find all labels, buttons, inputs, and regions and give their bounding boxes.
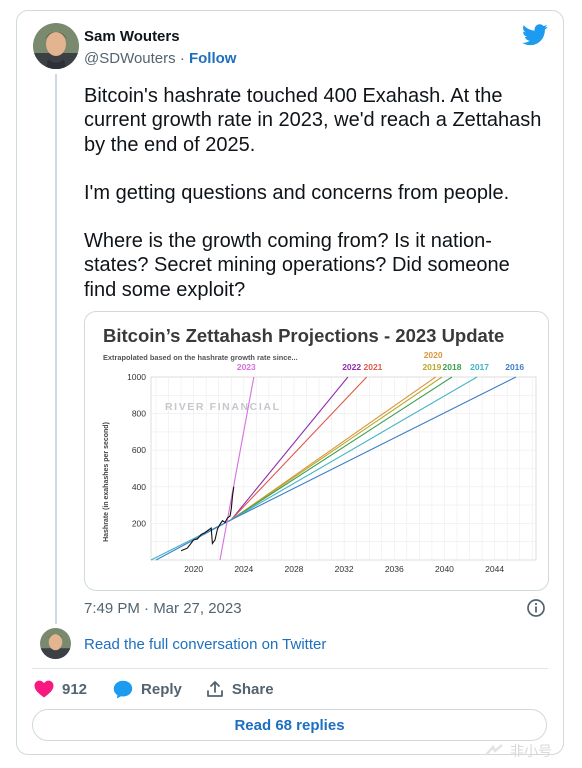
author-name[interactable]: Sam Wouters [84, 28, 180, 45]
y-tick-label: 400 [132, 482, 146, 492]
thread-line [55, 74, 57, 624]
tweet-card [16, 10, 564, 755]
tweet-text: Bitcoin's hashrate touched 400 Exahash. … [84, 84, 544, 326]
author-avatar-small[interactable] [40, 628, 71, 659]
read-replies-button[interactable]: Read 68 replies [32, 709, 547, 741]
projection-line-2021 [230, 376, 368, 521]
y-axis-label: Hashrate (in exahashes per second) [103, 422, 110, 542]
author-handle[interactable]: @SDWouters [84, 50, 176, 67]
series-label-2020: 2020 [424, 350, 443, 360]
chart-subtitle: Extrapolated based on the hashrate growt… [103, 353, 298, 362]
actions-divider [32, 668, 548, 669]
series-label-2019: 2019 [422, 362, 441, 372]
projection-line-2018 [230, 376, 453, 521]
projection-line-2020 [230, 376, 436, 521]
reply-button[interactable]: Reply [113, 680, 182, 699]
series-label-2023: 2023 [237, 362, 256, 372]
projection-line-2017 [230, 376, 478, 521]
chart-image[interactable]: Bitcoin’s Zettahash Projections - 2023 U… [84, 311, 549, 591]
x-tick-label: 2028 [285, 564, 304, 574]
projection-line-2022 [230, 376, 349, 521]
y-tick-label: 1000 [127, 372, 146, 382]
tweet-paragraph: Where is the growth coming from? Is it n… [84, 230, 510, 301]
y-tick-label: 600 [132, 445, 146, 455]
like-button[interactable]: 912 [34, 680, 87, 698]
info-icon[interactable] [526, 598, 546, 618]
share-icon [206, 681, 223, 697]
share-label: Share [231, 680, 274, 698]
reply-bubble-icon [113, 680, 133, 698]
hashrate-projection-chart: Bitcoin’s Zettahash Projections - 2023 U… [103, 325, 537, 574]
read-conversation-link[interactable]: Read the full conversation on Twitter [84, 636, 327, 653]
like-count: 912 [62, 680, 88, 698]
historical-hashrate-line [180, 486, 235, 552]
tweet-timestamp[interactable]: 7:49 PM · Mar 27, 2023 [84, 600, 242, 617]
series-label-2017: 2017 [470, 362, 489, 372]
x-tick-label: 2044 [485, 564, 504, 574]
y-tick-label: 200 [132, 518, 146, 528]
chart-watermark: RIVER FINANCIAL [165, 401, 281, 413]
watermark-text: 非小号 [510, 743, 552, 759]
tweet-paragraph: I'm getting questions and concerns from … [84, 181, 510, 204]
series-label-2021: 2021 [364, 362, 383, 372]
x-tick-label: 2020 [184, 564, 203, 574]
y-tick-label: 800 [132, 409, 146, 419]
projection-line-2019 [230, 376, 443, 521]
projection-line-2016 [231, 376, 517, 521]
x-tick-label: 2032 [335, 564, 354, 574]
projection-line-2023 [219, 376, 255, 561]
twitter-bird-icon[interactable] [522, 24, 548, 46]
heart-icon [34, 680, 54, 698]
share-button[interactable]: Share [206, 680, 274, 698]
action-bar: 912 Reply Share [34, 678, 274, 700]
x-tick-label: 2036 [385, 564, 404, 574]
follow-button[interactable]: Follow [188, 50, 237, 67]
reply-label: Reply [141, 680, 182, 698]
series-label-2022: 2022 [342, 362, 361, 372]
site-watermark: 非小号 [484, 741, 576, 761]
tweet-paragraph: Bitcoin's hashrate touched 400 Exahash. … [84, 85, 542, 156]
watermark-logo-icon [485, 744, 503, 756]
author-handle-line: @SDWouters · Follow [84, 50, 236, 67]
series-label-2016: 2016 [505, 362, 524, 372]
author-avatar[interactable] [33, 23, 79, 69]
x-tick-label: 2040 [435, 564, 454, 574]
x-tick-label: 2024 [234, 564, 253, 574]
separator-dot: · [179, 50, 185, 67]
chart-title: Bitcoin’s Zettahash Projections - 2023 U… [103, 325, 504, 346]
series-label-2018: 2018 [443, 362, 462, 372]
